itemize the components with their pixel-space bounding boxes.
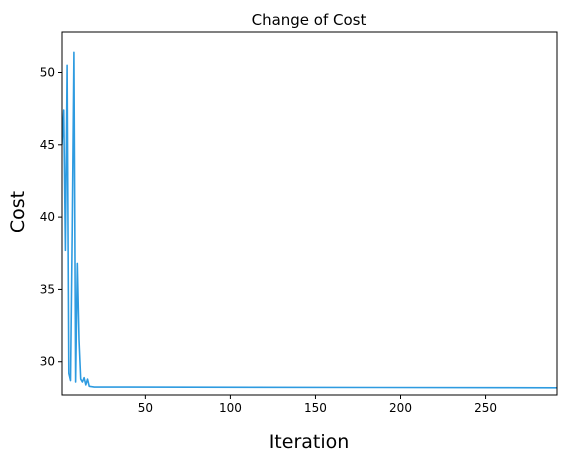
x-tick-label: 200 — [389, 401, 412, 415]
x-axis-label: Iteration — [269, 431, 350, 453]
y-tick-label: 35 — [40, 282, 55, 296]
x-tick-label: 50 — [138, 401, 153, 415]
y-tick-label: 50 — [40, 65, 55, 79]
x-tick-label: 250 — [474, 401, 497, 415]
plot-frame — [61, 31, 558, 396]
chart-title: Change of Cost — [252, 11, 367, 29]
y-tick-label: 30 — [40, 355, 55, 369]
x-tick-label: 150 — [304, 401, 327, 415]
y-axis-label: Cost — [7, 191, 29, 233]
data-line — [62, 51, 557, 389]
y-tick-label: 45 — [40, 138, 55, 152]
x-tick-label: 100 — [219, 401, 242, 415]
y-tick-label: 40 — [40, 210, 55, 224]
